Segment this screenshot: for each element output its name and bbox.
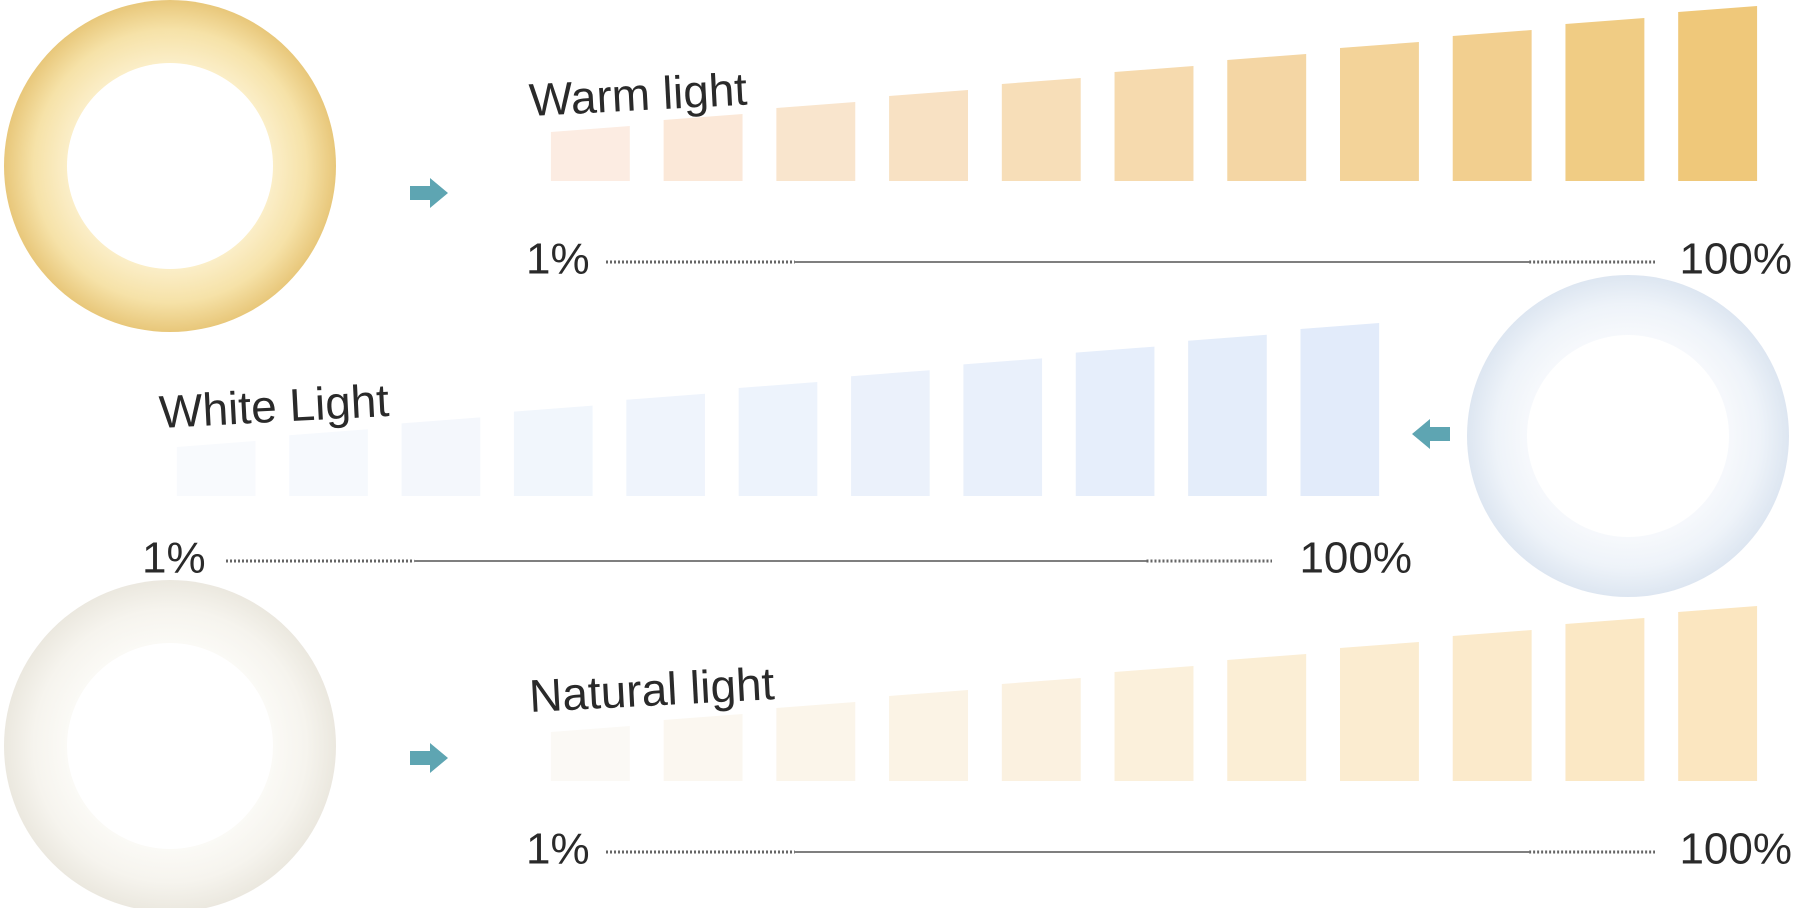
min-label: 1% — [526, 825, 590, 874]
swatch — [851, 370, 930, 496]
max-label: 100% — [1679, 825, 1792, 874]
section-title: Natural light — [528, 657, 776, 722]
swatch — [513, 405, 593, 496]
arrow — [1412, 419, 1450, 449]
swatch — [1340, 42, 1419, 181]
swatch — [1678, 606, 1758, 781]
swatch — [738, 382, 818, 496]
max-label: 100% — [1679, 235, 1792, 284]
max-label: 100% — [1299, 534, 1412, 583]
swatch — [1114, 666, 1194, 781]
arrow — [410, 743, 448, 773]
swatch — [889, 90, 968, 181]
ring-hole — [1527, 335, 1729, 537]
swatch — [776, 702, 856, 781]
swatch — [1678, 6, 1758, 181]
swatch — [963, 358, 1043, 496]
swatch — [401, 417, 481, 496]
swatch — [1188, 334, 1267, 496]
swatch — [1340, 642, 1419, 781]
swatch — [550, 126, 630, 181]
swatch — [1227, 654, 1307, 781]
section-title: Warm light — [528, 63, 749, 126]
swatch — [1565, 618, 1645, 781]
swatch — [1001, 78, 1081, 181]
section-title: White Light — [158, 374, 391, 438]
swatch — [776, 102, 856, 181]
swatch — [663, 714, 743, 781]
swatch — [1227, 54, 1307, 181]
swatch — [1452, 630, 1532, 781]
swatch — [176, 441, 256, 496]
swatch — [289, 429, 368, 496]
swatch — [1001, 678, 1081, 781]
arrow — [410, 178, 448, 208]
swatch — [1114, 66, 1194, 181]
swatch — [1565, 18, 1645, 181]
swatch — [550, 726, 630, 781]
swatch — [626, 393, 705, 496]
min-label: 1% — [526, 235, 590, 284]
min-label: 1% — [142, 534, 206, 583]
swatch — [1452, 30, 1532, 181]
swatch — [663, 114, 743, 181]
ring-hole — [67, 643, 273, 849]
swatch — [1300, 323, 1380, 496]
swatch — [889, 690, 968, 781]
ring-hole — [67, 63, 273, 269]
swatch — [1075, 346, 1155, 496]
